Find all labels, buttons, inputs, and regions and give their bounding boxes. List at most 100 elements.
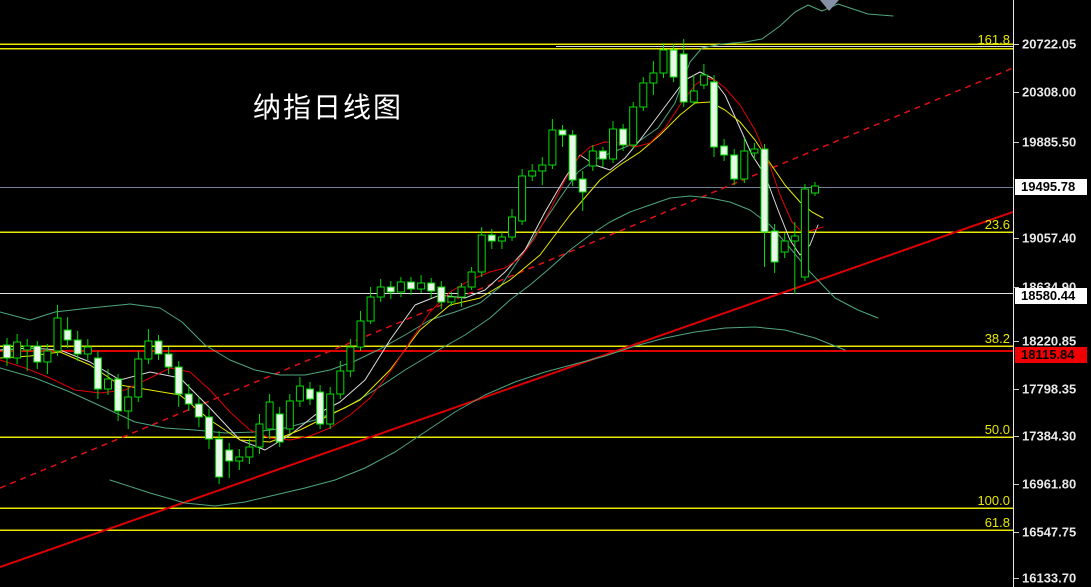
candle-up bbox=[83, 339, 92, 360]
candle-up bbox=[457, 283, 466, 307]
candle-up bbox=[336, 361, 345, 399]
candle-up bbox=[265, 394, 274, 439]
candle-down bbox=[407, 277, 415, 295]
candle-up bbox=[124, 387, 133, 429]
candle-up bbox=[649, 61, 658, 95]
candle-down bbox=[114, 374, 123, 421]
candle-down bbox=[568, 130, 577, 186]
alert-price-tag: 18115.84 bbox=[1015, 347, 1087, 363]
axis-tick-label: 17798.35 bbox=[1022, 381, 1077, 397]
candle-up bbox=[629, 102, 638, 149]
axis-tick-label: 18220.85 bbox=[1022, 333, 1077, 349]
ma-fast-white bbox=[0, 71, 819, 451]
axis-tick-label: 16961.80 bbox=[1022, 476, 1077, 492]
candle-down bbox=[316, 385, 325, 429]
bollinger-upper-band bbox=[0, 3, 894, 376]
candle-up bbox=[740, 138, 749, 183]
axis-tick-mark bbox=[1014, 341, 1019, 342]
axis-tick-label: 19885.50 bbox=[1022, 134, 1077, 150]
axis-tick-label: 16547.75 bbox=[1022, 524, 1077, 540]
last-price-tag: 19495.78 bbox=[1015, 179, 1087, 195]
axis-tick-label: 16133.70 bbox=[1022, 570, 1077, 586]
rising-trendline-solid bbox=[0, 211, 1013, 568]
candle-up bbox=[497, 231, 506, 249]
candle-down bbox=[578, 171, 587, 211]
candle-up bbox=[699, 64, 708, 89]
chart-title: 纳指日线图 bbox=[253, 91, 404, 124]
price-axis: 20722.05 20308.00 19885.50 19057.40 18634.90… bbox=[1014, 0, 1091, 587]
candle-down bbox=[275, 407, 284, 447]
rising-trendline-dashed bbox=[0, 67, 1013, 489]
candle-down bbox=[164, 347, 173, 374]
axis-tick-mark bbox=[1014, 287, 1019, 288]
candle-down bbox=[679, 39, 688, 107]
candle-up bbox=[447, 292, 456, 306]
candle-up bbox=[659, 43, 668, 78]
candle-up bbox=[326, 387, 335, 429]
candlestick-chart[interactable]: 161.8 23.6 38.2 50.0 100.0 61.8 纳指日线图 bbox=[0, 0, 1013, 587]
candle-up bbox=[790, 222, 799, 294]
candle-down bbox=[205, 409, 213, 449]
candle-down bbox=[487, 229, 496, 249]
candle-down bbox=[760, 144, 769, 267]
candle-up bbox=[467, 267, 476, 290]
candle-up bbox=[548, 119, 557, 169]
axis-tick-mark bbox=[1014, 436, 1019, 437]
fib-level-label: 50.0 bbox=[985, 422, 1010, 437]
candle-up bbox=[588, 145, 597, 171]
candle-down bbox=[73, 331, 82, 361]
candle-down bbox=[437, 281, 446, 309]
level-price-tag: 18580.44 bbox=[1015, 288, 1087, 304]
candle-down bbox=[386, 281, 395, 299]
axis-tick-mark bbox=[1014, 578, 1019, 579]
ma-medium-yellow bbox=[0, 101, 824, 443]
axis-tick-label: 17384.30 bbox=[1022, 428, 1077, 444]
bollinger-lower-band-wide bbox=[109, 326, 846, 507]
candle-up bbox=[508, 209, 516, 241]
candle-down bbox=[710, 75, 718, 157]
candle-down bbox=[619, 124, 628, 151]
candle-up bbox=[366, 287, 375, 324]
fib-level-label: 100.0 bbox=[977, 493, 1010, 508]
candle-down bbox=[3, 338, 11, 366]
candle-down bbox=[427, 278, 436, 298]
candle-up bbox=[356, 311, 365, 351]
axis-tick-label: 19057.40 bbox=[1022, 230, 1077, 246]
candle-up bbox=[245, 439, 254, 464]
candle-down bbox=[33, 341, 42, 369]
candle-up bbox=[43, 344, 52, 374]
candle-down bbox=[730, 149, 739, 185]
axis-tick-label: 20308.00 bbox=[1022, 84, 1077, 100]
candle-down bbox=[306, 382, 314, 405]
candle-up bbox=[23, 339, 32, 371]
candle-up bbox=[295, 377, 304, 407]
axis-tick-label: 20722.05 bbox=[1022, 36, 1077, 52]
candle-up bbox=[477, 227, 486, 277]
candle-up bbox=[538, 157, 547, 185]
candle-down bbox=[63, 317, 72, 348]
bollinger-lower-band bbox=[0, 195, 879, 434]
candle-up bbox=[134, 351, 143, 402]
axis-tick-mark bbox=[1014, 44, 1019, 45]
candle-down bbox=[770, 224, 779, 273]
axis-tick-mark bbox=[1014, 238, 1019, 239]
candle-up bbox=[346, 339, 355, 377]
candle-up bbox=[53, 305, 62, 356]
candle-down bbox=[215, 431, 224, 484]
fib-level-label: 23.6 bbox=[985, 217, 1010, 232]
candle-down bbox=[194, 397, 203, 427]
candle-down bbox=[174, 361, 183, 407]
candle-down bbox=[720, 139, 729, 161]
cursor-marker bbox=[820, 0, 839, 11]
candle-up bbox=[639, 77, 648, 111]
candle-up bbox=[780, 233, 789, 258]
fib-level-label: 38.2 bbox=[985, 331, 1010, 346]
candle-down bbox=[184, 384, 193, 411]
fib-level-label: 61.8 bbox=[985, 515, 1010, 530]
candle-up bbox=[104, 369, 112, 395]
fib-level-label: 161.8 bbox=[977, 32, 1010, 47]
candle-down bbox=[558, 125, 567, 147]
candle-down bbox=[93, 351, 102, 399]
candle-down bbox=[669, 44, 678, 82]
